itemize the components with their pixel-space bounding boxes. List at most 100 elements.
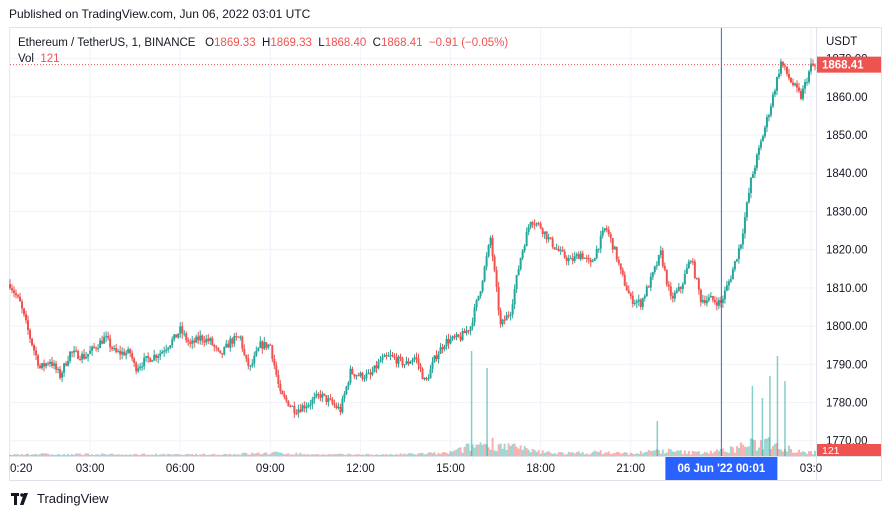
volume-bar xyxy=(75,453,78,456)
volume-bar xyxy=(95,454,98,456)
volume-bar xyxy=(43,453,46,456)
candle-body xyxy=(703,300,706,304)
candle-body xyxy=(365,373,368,379)
volume-bar xyxy=(239,454,242,456)
volume-spike xyxy=(784,381,786,456)
candles xyxy=(9,58,816,418)
volume-bar xyxy=(247,454,250,456)
candle-body xyxy=(597,248,600,250)
volume-bar xyxy=(659,453,662,456)
volume-bar xyxy=(627,454,630,456)
volume-bar xyxy=(19,455,22,456)
volume-bar xyxy=(661,449,664,456)
candle-body xyxy=(625,285,628,291)
volume-bar xyxy=(125,454,128,456)
candle-body xyxy=(251,363,254,366)
candle-body xyxy=(491,237,494,257)
volume-bar xyxy=(529,452,532,456)
time-axis[interactable]: 0:20 03:00 06:00 09:00 12:00 15:00 18:00 21:00 0… xyxy=(10,463,822,475)
volume-bar xyxy=(203,453,206,456)
volume-bar xyxy=(51,454,54,456)
candle-body xyxy=(99,340,102,348)
candle-body xyxy=(653,266,656,273)
volume-bar xyxy=(333,454,336,456)
volume-bar xyxy=(449,450,452,456)
volume-spike xyxy=(656,421,659,456)
candle-body xyxy=(477,295,480,301)
volume-bar xyxy=(475,444,478,456)
volume-bar xyxy=(31,454,34,456)
candle-body xyxy=(89,350,92,354)
legend-open-label: O xyxy=(205,37,215,49)
volume-bar xyxy=(407,453,410,456)
volume-bar xyxy=(187,453,190,456)
footer-brand[interactable]: TradingView xyxy=(37,491,109,506)
volume-bar xyxy=(789,448,792,456)
candle-body xyxy=(397,356,400,364)
volume-bar xyxy=(581,452,584,456)
volume-bar xyxy=(763,439,766,456)
volume-bar xyxy=(455,449,458,456)
volume-bar xyxy=(469,450,472,456)
volume-bar xyxy=(315,453,318,456)
candle-body xyxy=(17,295,20,297)
candle-body xyxy=(763,127,766,137)
candle-body xyxy=(791,82,794,86)
price-axis[interactable]: 1770.001780.001790.001800.001810.001820.… xyxy=(826,54,868,448)
candle-body xyxy=(341,398,344,413)
volume-bar xyxy=(373,454,376,456)
volume-bar xyxy=(697,451,700,456)
candle-body xyxy=(325,395,328,403)
candle-body xyxy=(277,374,280,384)
legend-symbol[interactable]: Ethereum / TetherUS, 1, BINANCE xyxy=(18,37,196,49)
volume-bar xyxy=(539,453,542,456)
candle-body xyxy=(431,361,434,369)
volume-bar xyxy=(77,453,80,456)
candle-body xyxy=(553,247,556,250)
volume-bar xyxy=(743,446,746,456)
volume-bar xyxy=(339,453,342,456)
volume-bar xyxy=(181,454,184,456)
volume-bar xyxy=(599,450,602,456)
volume-bar xyxy=(97,454,100,456)
candle-body xyxy=(739,244,742,249)
volume-bar xyxy=(699,454,702,456)
candle-body xyxy=(103,336,106,344)
volume-bar xyxy=(597,451,600,456)
candle-body xyxy=(395,357,398,364)
volume-bar xyxy=(389,453,392,456)
volume-bar xyxy=(611,453,614,456)
candle-body xyxy=(637,299,640,302)
candle-body xyxy=(419,364,422,369)
volume-bar xyxy=(383,454,386,456)
volume-bar xyxy=(131,455,134,456)
volume-bar xyxy=(61,455,64,456)
candle-body xyxy=(133,358,136,363)
candle-body xyxy=(191,340,194,344)
candle-body xyxy=(403,364,406,366)
candle-body xyxy=(285,397,288,401)
volume-bar xyxy=(377,454,380,456)
candle-body xyxy=(63,363,66,373)
candle-body xyxy=(633,302,636,305)
candle-body xyxy=(47,363,50,365)
candle-body xyxy=(177,333,180,338)
candle-body xyxy=(149,358,152,362)
candle-body xyxy=(345,386,348,395)
volume-bar xyxy=(329,454,332,456)
candle-body xyxy=(415,357,418,359)
volume-bar xyxy=(425,454,428,456)
volume-bar xyxy=(199,454,202,456)
volume-bar xyxy=(441,452,444,456)
candle-body xyxy=(635,301,638,303)
volume-bar xyxy=(557,452,560,456)
volume-bar xyxy=(259,454,262,456)
candle-body xyxy=(575,254,578,257)
candle-body xyxy=(489,237,492,246)
price-tick-label: 1850.00 xyxy=(826,130,868,142)
candle-body xyxy=(437,353,440,359)
candle-body xyxy=(499,310,502,325)
candle-body xyxy=(455,334,458,338)
candle-body xyxy=(265,342,268,348)
